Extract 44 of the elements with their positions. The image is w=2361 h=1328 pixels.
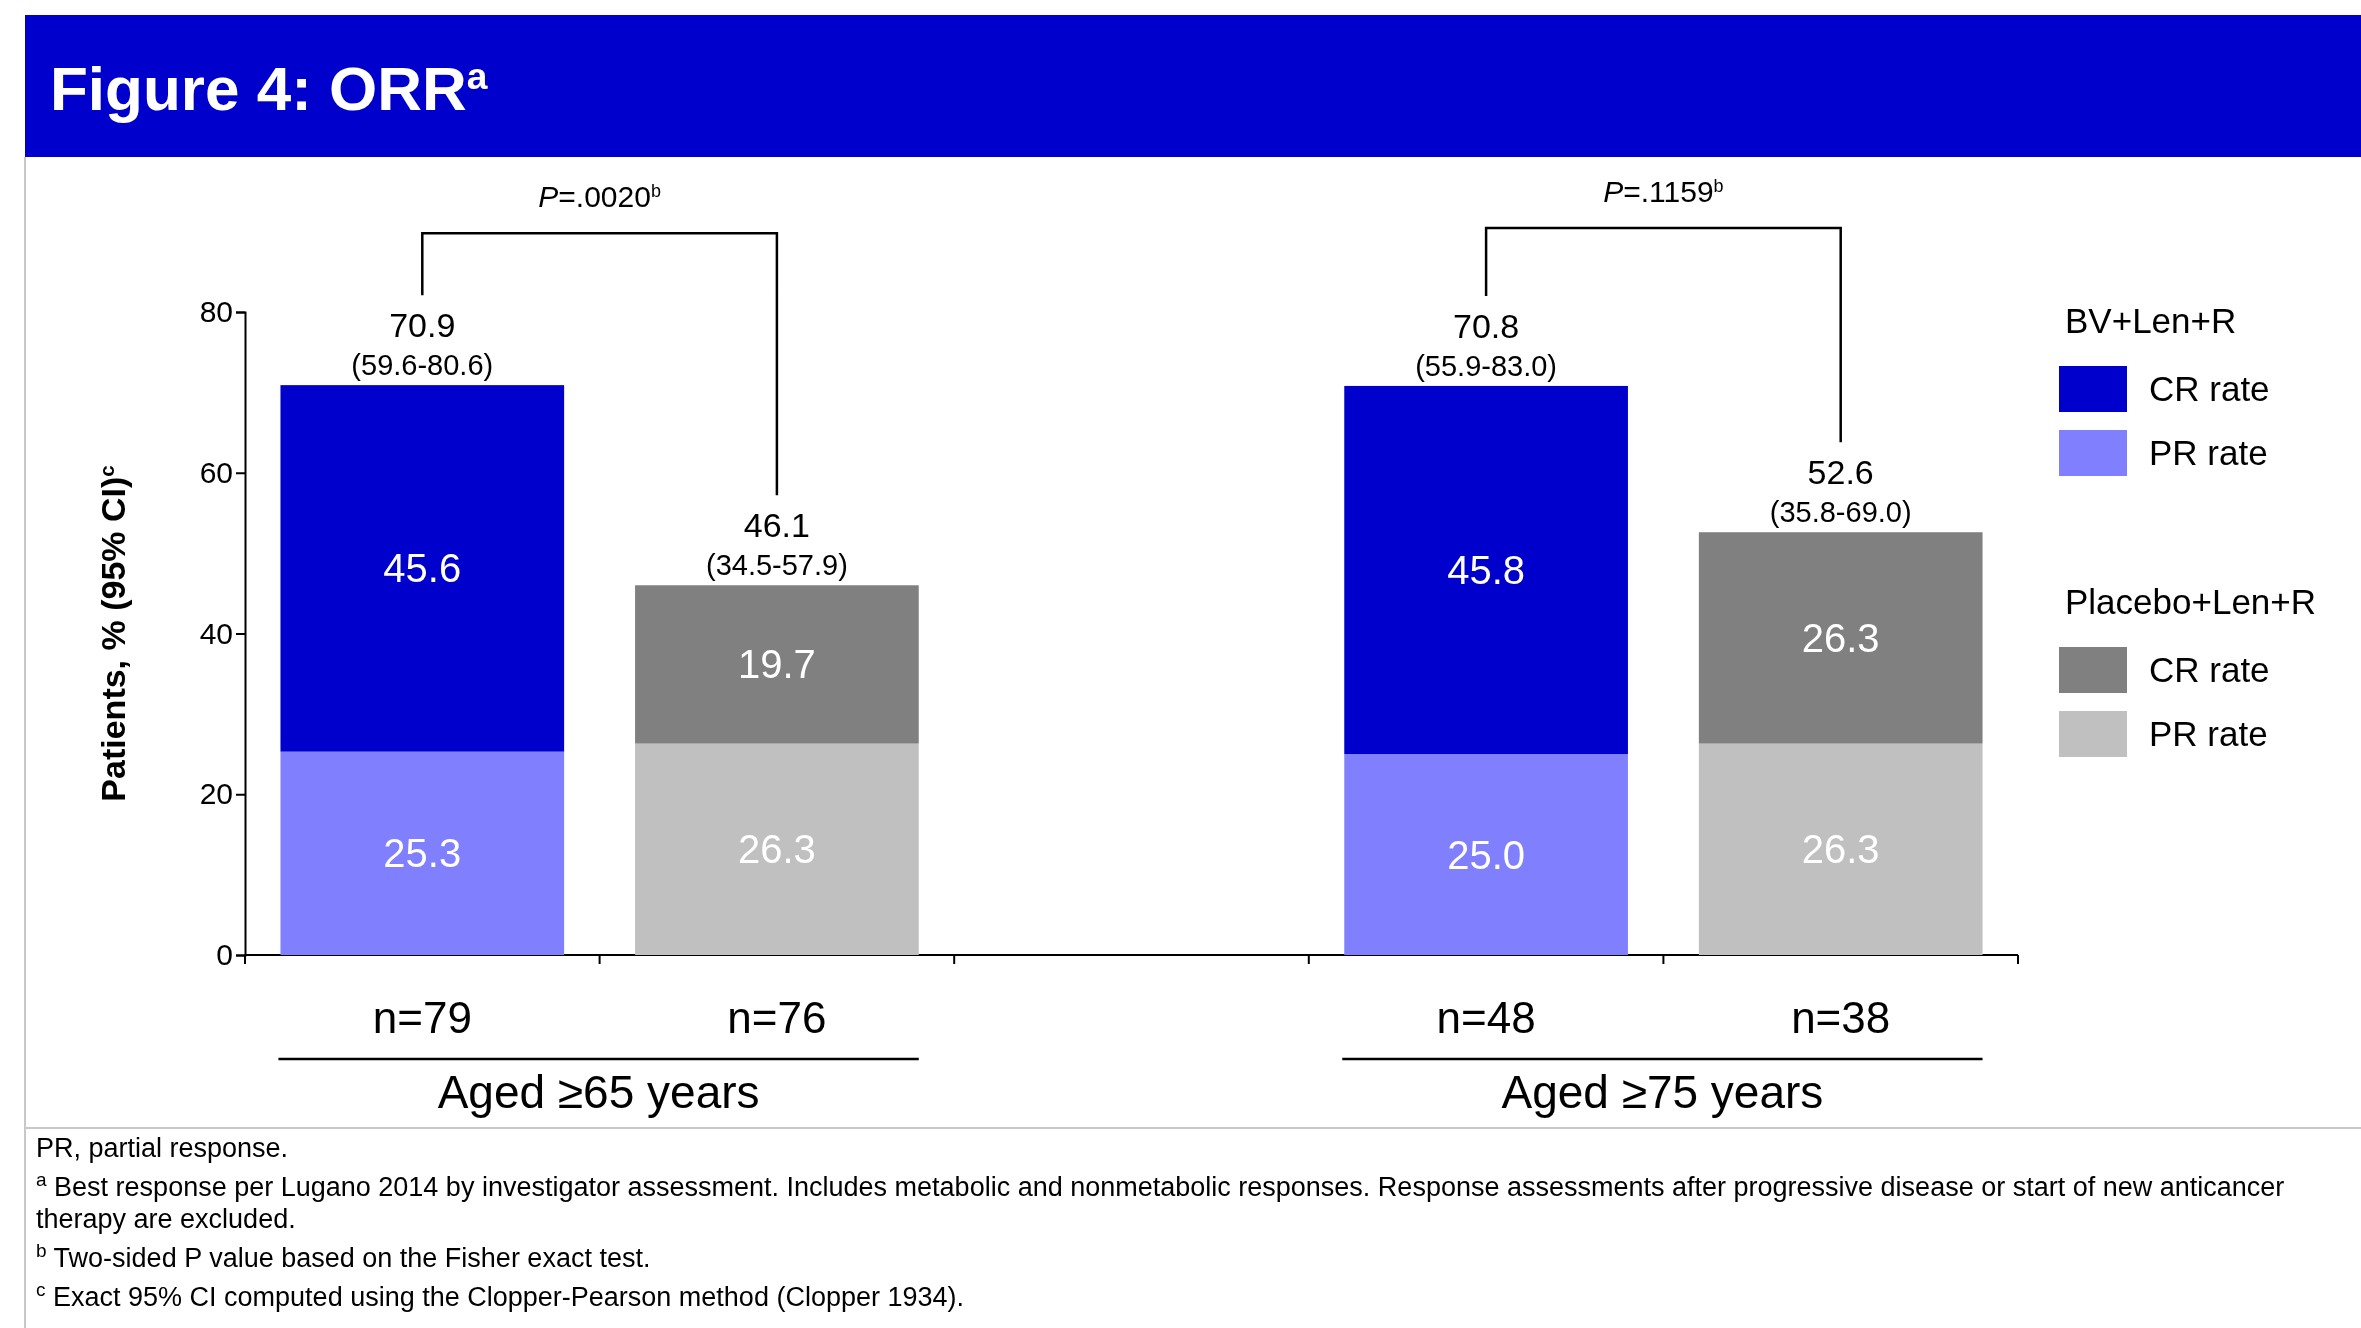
total-label: 70.8 (55.9-83.0) xyxy=(1415,306,1558,382)
total-label: 52.6 (35.8-69.0) xyxy=(1769,453,1912,529)
x-tick-label: n=79 xyxy=(372,992,472,1042)
data-label: 45.8 xyxy=(1447,548,1526,592)
chart-title: Figure 4: ORR$^{a}$ xyxy=(50,54,488,123)
text: $^{c}$ Exact 95% CI computed using the Clopper-Pearson method (Clopper 1934). xyxy=(36,1278,965,1313)
y-tick-label: 20 xyxy=(199,777,233,811)
legend-label: PR rate xyxy=(2149,433,2268,472)
legend-label: PR rate xyxy=(2149,714,2268,753)
y-tick-label: 60 xyxy=(199,455,233,489)
y-tick-label: 80 xyxy=(199,295,233,329)
x-tick-label: n=76 xyxy=(727,992,827,1042)
bar xyxy=(635,743,919,955)
text: P=.0020$^{b}$ xyxy=(538,180,661,214)
text: PR, partial response. xyxy=(36,1132,290,1164)
bar xyxy=(635,585,919,744)
bar xyxy=(280,385,565,752)
legend-label: CR rate xyxy=(2149,369,2270,408)
data-label: 25.3 xyxy=(383,831,462,876)
data-label: 26.3 xyxy=(1801,615,1880,660)
x-tick-label: n=38 xyxy=(1791,992,1891,1042)
data-label: 45.6 xyxy=(383,546,462,591)
text: $^{a}$ Best response per Lugano 2014 by investigator assessment. Includes metabolic and nonmetabolic responses. Response assessments after progressive disease or start of new anticancer therapy are excluded. xyxy=(36,1168,2286,1235)
bar xyxy=(1344,754,1628,955)
bar xyxy=(1344,385,1628,755)
total-label: 70.9 (59.6-80.6) xyxy=(351,306,494,382)
y-tick-label: 40 xyxy=(199,616,233,650)
text: P=.1159$^{b}$ xyxy=(1603,174,1724,208)
bar xyxy=(280,751,565,955)
data-label: 25.0 xyxy=(1447,832,1526,877)
x-tick-label: n=48 xyxy=(1436,992,1536,1042)
text: $^{b}$ Two-sided P value based on the Fisher exact test. xyxy=(36,1239,652,1274)
data-label: 19.7 xyxy=(737,642,816,687)
total-label: 46.1 (34.5-57.9) xyxy=(705,506,848,582)
text: Placebo+Len+R xyxy=(2065,582,2317,621)
text: Aged ≥75 years xyxy=(1501,1066,1824,1118)
data-label: 26.3 xyxy=(737,827,816,872)
bar xyxy=(1698,743,1983,955)
data-label: 26.3 xyxy=(1801,827,1880,872)
bar xyxy=(1698,532,1983,744)
text: BV+Len+R xyxy=(2065,301,2237,340)
y-tick-label: 0 xyxy=(216,938,233,972)
text: Aged ≥65 years xyxy=(437,1066,760,1118)
legend-label: CR rate xyxy=(2149,650,2270,689)
